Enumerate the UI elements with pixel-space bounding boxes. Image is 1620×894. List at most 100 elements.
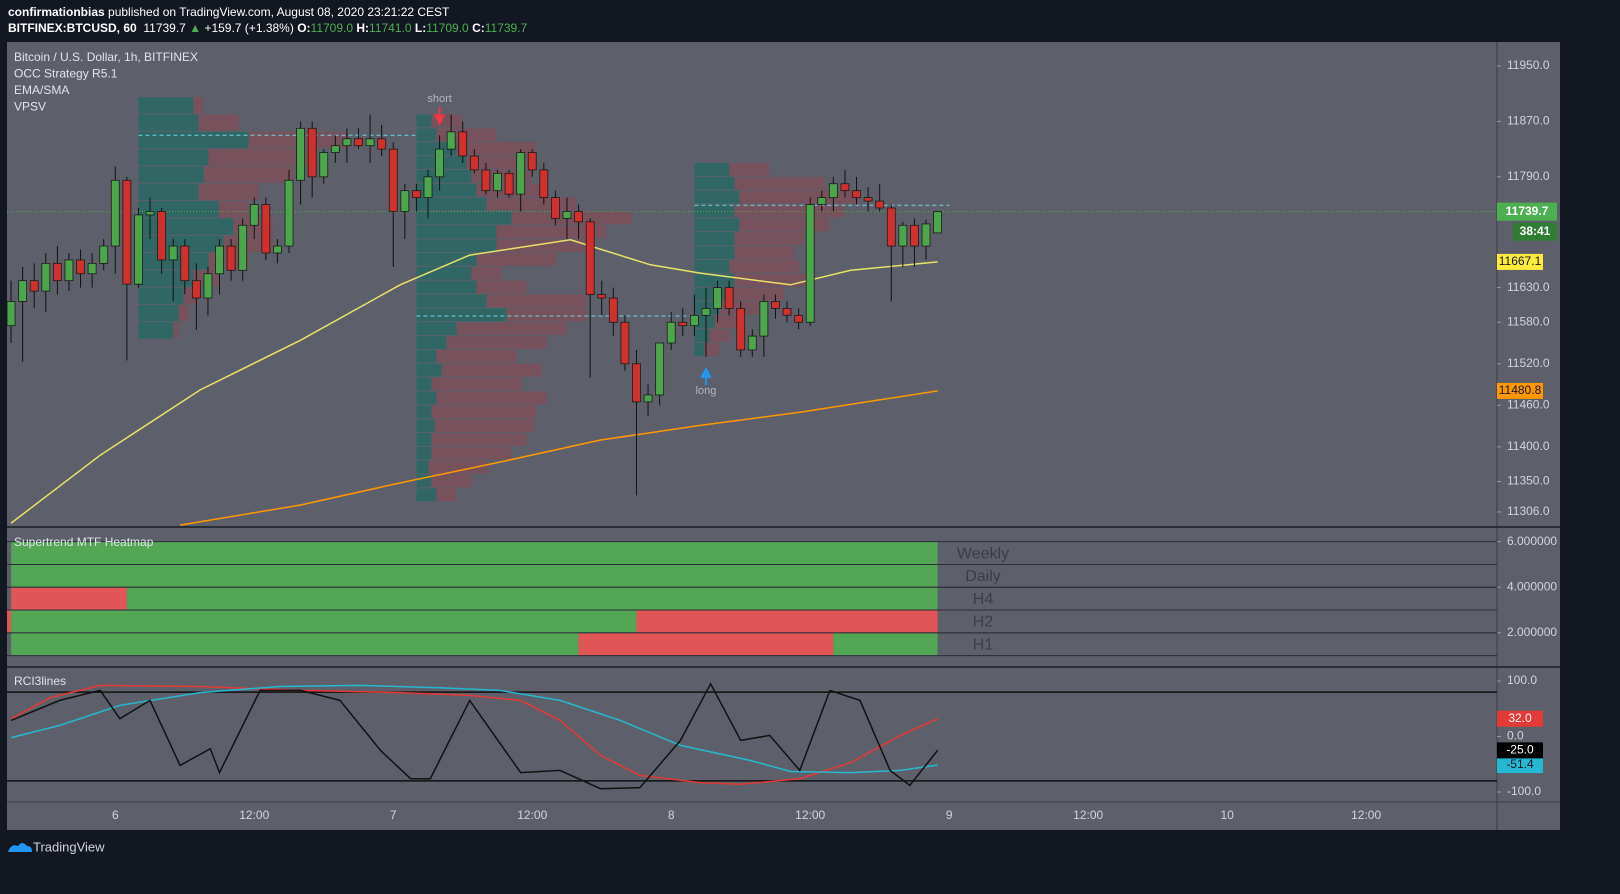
profile-up bbox=[694, 190, 740, 204]
candle-body bbox=[828, 183, 838, 198]
x-tick-label: 7 bbox=[390, 808, 397, 822]
candle-body bbox=[377, 138, 387, 150]
x-tick-label: 9 bbox=[946, 808, 953, 822]
profile-up bbox=[694, 315, 715, 329]
profile-down bbox=[734, 204, 845, 218]
profile-down bbox=[496, 239, 597, 252]
brand-logo bbox=[8, 843, 32, 852]
profile-down bbox=[446, 336, 547, 349]
candle-body bbox=[933, 211, 942, 234]
candle-body bbox=[469, 155, 479, 171]
price-label-box bbox=[1497, 710, 1543, 727]
profile-up bbox=[694, 232, 735, 246]
candle-body bbox=[655, 342, 665, 396]
candle-body bbox=[249, 204, 259, 226]
candle-body bbox=[52, 262, 62, 282]
y-tick-label: 100.0 bbox=[1507, 673, 1537, 687]
price-label-box bbox=[1497, 253, 1543, 270]
candle-body bbox=[643, 394, 653, 403]
profile-up bbox=[416, 363, 442, 377]
profile-down bbox=[729, 162, 770, 176]
profile-down bbox=[441, 363, 542, 377]
candle-body bbox=[713, 287, 722, 309]
heat-segment bbox=[126, 587, 938, 611]
profile-up bbox=[416, 211, 512, 225]
profile-up bbox=[694, 343, 705, 356]
candle-body bbox=[191, 280, 201, 299]
profile-down bbox=[486, 197, 577, 211]
profile-down bbox=[431, 474, 472, 488]
x-tick-label: 12:00 bbox=[1073, 808, 1103, 822]
layers: Bitcoin / U.S. Dollar, 1h, BITFINEX OCC S… bbox=[6, 50, 1557, 822]
line-series bbox=[10, 682, 939, 790]
heat-segment bbox=[11, 587, 127, 611]
candle-body bbox=[87, 262, 97, 275]
profile-down bbox=[431, 377, 522, 391]
y-tick-label: 6.000000 bbox=[1507, 534, 1557, 548]
profile-up bbox=[416, 405, 432, 419]
candle-body bbox=[64, 259, 74, 282]
candle-body bbox=[215, 245, 224, 275]
profile-down bbox=[739, 218, 830, 232]
profile-up bbox=[138, 322, 174, 339]
profile-down bbox=[739, 190, 860, 204]
symbol: BITFINEX:BTCUSD, 60 bbox=[8, 21, 137, 35]
profile-down bbox=[709, 329, 730, 343]
legend-item: VPSV bbox=[14, 100, 46, 114]
profile-up bbox=[694, 204, 735, 218]
y-tick-label: 11630.0 bbox=[1507, 280, 1550, 294]
profile-up bbox=[416, 336, 447, 349]
candle-body bbox=[284, 179, 294, 247]
candle-body bbox=[122, 179, 132, 285]
candle-body bbox=[747, 335, 757, 351]
profile-up bbox=[416, 197, 487, 211]
profile-down bbox=[203, 166, 294, 183]
candle-body bbox=[539, 169, 549, 198]
y-tick-label: 0.0 bbox=[1507, 729, 1524, 743]
y-tick-label: 11580.0 bbox=[1507, 314, 1550, 328]
y-tick-label: 4.000000 bbox=[1507, 579, 1557, 593]
price-label-box bbox=[1497, 757, 1543, 774]
candle-body bbox=[6, 301, 16, 327]
candle-body bbox=[296, 127, 305, 181]
brand: TradingView bbox=[33, 839, 105, 854]
candle-body bbox=[446, 131, 456, 150]
candle-body bbox=[168, 245, 178, 261]
heat-segment bbox=[11, 541, 938, 565]
countdown-box bbox=[1513, 222, 1557, 241]
profile-up bbox=[694, 273, 735, 287]
x-tick-label: 12:00 bbox=[795, 808, 825, 822]
candle-body bbox=[110, 179, 120, 247]
profile-up bbox=[416, 114, 432, 128]
legend-item: Bitcoin / U.S. Dollar, 1h, BITFINEX bbox=[14, 50, 198, 64]
candle-body bbox=[771, 301, 780, 309]
profile-up bbox=[138, 270, 194, 287]
candle-body bbox=[203, 273, 213, 299]
signal-arrow bbox=[700, 366, 712, 385]
profile-down bbox=[714, 315, 740, 329]
price-label-box bbox=[1497, 742, 1543, 759]
row-label: Weekly bbox=[957, 545, 1009, 562]
profile-up bbox=[416, 239, 497, 252]
profile-up bbox=[416, 446, 432, 460]
candle-body bbox=[493, 172, 502, 192]
profile-up bbox=[416, 460, 429, 474]
candle-body bbox=[527, 152, 537, 171]
signal-arrow bbox=[433, 107, 446, 126]
candle-body bbox=[689, 314, 699, 327]
profile-up bbox=[416, 391, 437, 405]
candle-body bbox=[863, 197, 873, 202]
profile-up bbox=[138, 218, 234, 235]
profile-up bbox=[416, 419, 435, 433]
candle-body bbox=[550, 197, 560, 219]
row-label: H1 bbox=[973, 636, 994, 653]
profile-down bbox=[436, 349, 517, 363]
profile-down bbox=[471, 266, 502, 280]
candle-body bbox=[701, 307, 711, 316]
profile-up bbox=[138, 166, 204, 183]
last-price-label: 11739.7 bbox=[1506, 204, 1549, 218]
y-tick-label: 11790.0 bbox=[1507, 169, 1550, 183]
last-price-box bbox=[1497, 202, 1557, 221]
line-series bbox=[10, 684, 938, 785]
